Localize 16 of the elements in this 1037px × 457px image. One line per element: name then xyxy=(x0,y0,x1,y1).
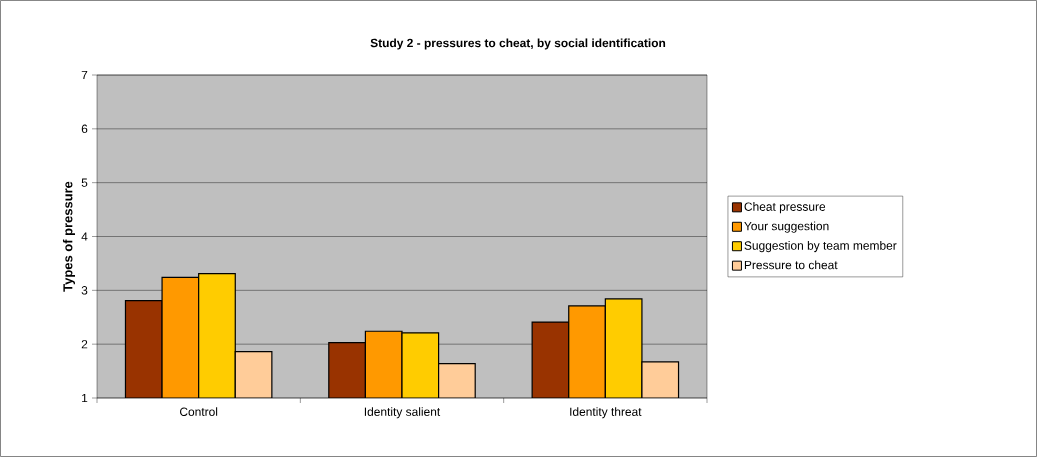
y-tick-label: 2 xyxy=(81,340,88,349)
y-tick-label: 4 xyxy=(81,232,88,241)
x-tick-label: Identity threat xyxy=(570,407,642,419)
y-tick-label: 5 xyxy=(81,178,88,187)
x-tick-label: Identity salient xyxy=(364,407,441,419)
y-tick-label: 3 xyxy=(81,286,88,295)
legend-label: Cheat pressure xyxy=(744,202,826,214)
y-tick-label: 6 xyxy=(81,124,88,134)
y-tick-label: 7 xyxy=(81,70,88,80)
y-tick-label: 1 xyxy=(82,393,88,403)
y-axis-title: Types of pressure xyxy=(62,181,75,292)
legend-label: Pressure to cheat xyxy=(744,260,838,270)
legend-label: Your suggestion xyxy=(744,221,829,233)
x-tick-label: Control xyxy=(180,407,218,416)
chart-title: Study 2 - pressures to cheat, by social identification xyxy=(370,38,666,50)
legend-label: Suggestion by team member xyxy=(744,241,897,253)
